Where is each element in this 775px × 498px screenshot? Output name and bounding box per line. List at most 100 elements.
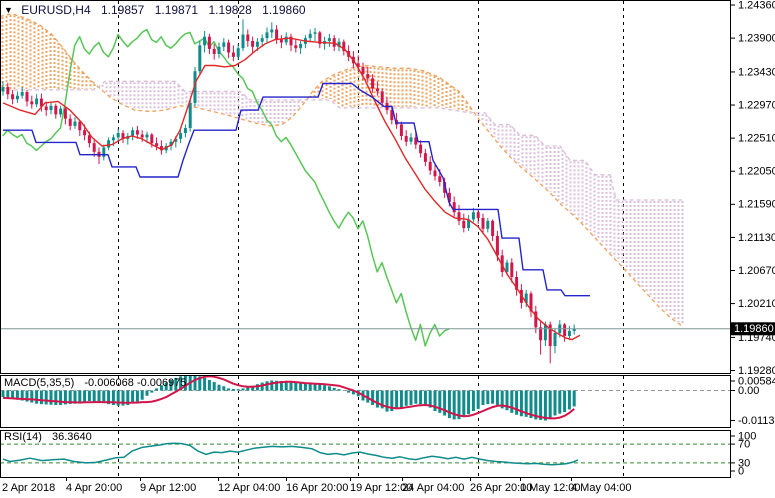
- candle-body: [510, 262, 514, 277]
- candle-body: [193, 71, 197, 103]
- candle-body: [563, 324, 567, 336]
- candle-body: [457, 212, 461, 221]
- candle-body: [404, 135, 408, 142]
- candle-body: [140, 134, 144, 138]
- candle-body: [155, 143, 159, 147]
- candle-body: [399, 124, 403, 136]
- candle-body: [471, 212, 475, 220]
- rsi-axis-label: 30: [738, 457, 750, 469]
- price-axis-label: 1.24360: [738, 0, 775, 11]
- candle-body: [375, 88, 379, 92]
- candle-body: [318, 32, 322, 44]
- candle-body: [443, 182, 447, 193]
- candle-body: [35, 98, 39, 105]
- candle-body: [49, 105, 53, 111]
- candle-body: [515, 276, 519, 290]
- candle-body: [217, 46, 221, 54]
- price-axis-label: 1.19280: [738, 365, 775, 377]
- candle-body: [30, 101, 34, 105]
- candle-body: [275, 29, 279, 40]
- senkou-span-a-line: [0, 13, 683, 327]
- symbol-timeframe-label: EURUSD,H4: [21, 3, 91, 17]
- candle-body: [212, 48, 216, 54]
- candle-body: [203, 36, 207, 46]
- candle-body: [145, 134, 149, 138]
- macd-indicator-label: MACD(5,35,5) -0.006068 -0.006975: [4, 377, 187, 389]
- candle-body: [111, 137, 115, 141]
- rsi-axis-label: 70: [738, 439, 750, 451]
- candle-body: [59, 108, 63, 115]
- price-axis-label: 1.23430: [738, 66, 775, 78]
- price-axis-label: 1.20210: [738, 298, 775, 310]
- candle-body: [548, 324, 552, 347]
- candle-body: [63, 108, 67, 119]
- rsi-panel-border: [0, 430, 731, 478]
- candle-body: [121, 133, 125, 139]
- candle-body: [20, 92, 24, 96]
- macd-values: -0.006068 -0.006975: [84, 377, 187, 389]
- candle-body: [495, 235, 499, 256]
- candle-body: [337, 41, 341, 47]
- candle-body: [255, 41, 259, 47]
- candle-body: [159, 146, 163, 151]
- candle-body: [491, 220, 495, 236]
- candle-body: [366, 74, 370, 79]
- price-axis-label: 1.21130: [738, 232, 775, 244]
- candle-body: [135, 130, 139, 135]
- macd-axis-label: 0.005848: [738, 375, 775, 387]
- rsi-name: RSI(14): [4, 431, 42, 443]
- candle-body: [183, 128, 187, 134]
- candle-body: [68, 118, 72, 126]
- candle-body: [467, 219, 471, 229]
- candle-body: [505, 262, 509, 272]
- candle-body: [462, 220, 466, 229]
- candle-body: [534, 311, 538, 328]
- rsi-axis-label: 100: [738, 430, 756, 442]
- time-axis-label: 9 Apr 12:00: [140, 482, 196, 494]
- candle-body: [543, 324, 547, 341]
- candle-body: [572, 328, 576, 331]
- candle-body: [428, 161, 432, 171]
- candle-body: [500, 255, 504, 272]
- candle-body: [414, 137, 418, 145]
- candle-body: [179, 133, 183, 139]
- candle-body: [174, 138, 178, 142]
- candle-body: [231, 52, 235, 57]
- quote-close: 1.19860: [262, 3, 306, 17]
- candle-body: [371, 78, 375, 89]
- candle-body: [78, 121, 82, 131]
- candle-body: [390, 110, 394, 121]
- candle-body: [236, 48, 240, 57]
- candle-body: [356, 63, 360, 67]
- candle-body: [313, 32, 317, 34]
- time-axis-label: 24 Apr 04:00: [402, 482, 464, 494]
- symbol-dropdown-icon[interactable]: ▼: [4, 5, 13, 15]
- tenkan-sen-line: [2, 37, 581, 341]
- time-axis-label: 4 Apr 20:00: [66, 482, 122, 494]
- candle-body: [198, 45, 202, 72]
- current-price-box-label: 1.19860: [734, 323, 774, 335]
- candle-body: [227, 42, 231, 53]
- chikou-span-line: [2, 28, 450, 347]
- candle-body: [150, 134, 154, 144]
- candle-body: [284, 36, 288, 43]
- time-axis-label: 2 Apr 2018: [2, 482, 55, 494]
- price-axis-label: 1.20670: [738, 265, 775, 277]
- macd-name: MACD(5,35,5): [4, 377, 75, 389]
- candle-body: [131, 130, 135, 136]
- candle-body: [529, 293, 533, 312]
- candle-body: [476, 212, 480, 218]
- candle-body: [380, 91, 384, 103]
- quote-open: 1.19857: [100, 3, 145, 17]
- time-axis-label: 4 May 04:00: [571, 482, 632, 494]
- time-axis-label: 16 Apr 20:00: [286, 482, 348, 494]
- price-axis-label: 1.21590: [738, 199, 775, 211]
- candle-body: [524, 293, 528, 303]
- time-axis-label: 26 Apr 20:00: [470, 482, 532, 494]
- candle-body: [92, 143, 96, 152]
- candle-body: [241, 34, 245, 49]
- candle-body: [102, 147, 106, 157]
- macd-panel-border: [0, 375, 731, 428]
